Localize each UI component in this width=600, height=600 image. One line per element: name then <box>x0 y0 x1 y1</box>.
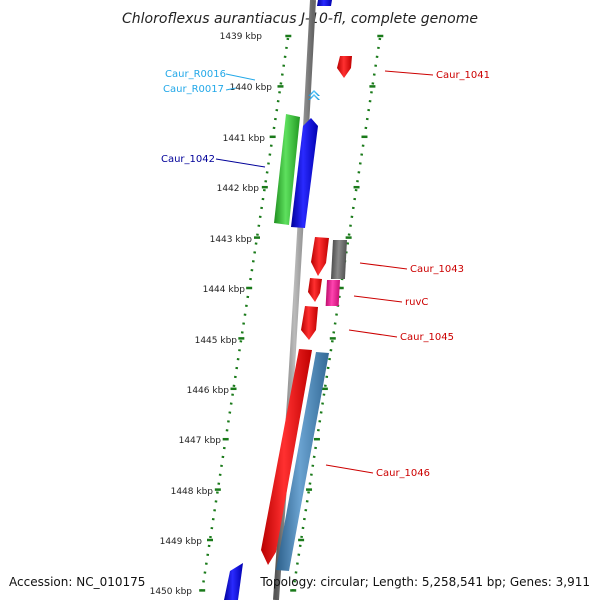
gene-caur-1045[interactable] <box>301 306 318 340</box>
gene-caur-1041[interactable] <box>337 56 352 78</box>
gene-ruvc[interactable] <box>325 280 340 306</box>
gene-blue-forward[interactable] <box>291 118 318 228</box>
tick-marks <box>199 34 384 592</box>
label-caur-1041: Caur_1041 <box>436 70 490 81</box>
gene-caur-1043-red[interactable] <box>311 237 329 276</box>
leader-line <box>384 70 434 76</box>
gene-top-partial[interactable] <box>317 0 332 6</box>
tick-label: 1439 kbp <box>220 32 263 42</box>
tick-label: 1440 kbp <box>230 83 273 93</box>
label-caur-1046: Caur_1046 <box>376 468 430 479</box>
tick-label: 1450 kbp <box>150 587 193 597</box>
gene-bottom-partial[interactable] <box>224 563 243 600</box>
gene-caur-r0017[interactable] <box>308 94 320 100</box>
tick-label: 1444 kbp <box>203 285 246 295</box>
leader-line <box>359 262 408 270</box>
leader-line <box>348 329 398 338</box>
label-caur-1042: Caur_1042 <box>161 154 215 165</box>
tick-label: 1445 kbp <box>195 336 238 346</box>
leader-line <box>225 73 256 81</box>
tick-label: 1449 kbp <box>160 537 203 547</box>
gene-red-small[interactable] <box>308 278 322 302</box>
tick-label: 1441 kbp <box>223 134 266 144</box>
gene-caur-r0016[interactable] <box>308 90 320 96</box>
tick-label: 1442 kbp <box>217 184 260 194</box>
tick-label: 1446 kbp <box>187 386 230 396</box>
gene-caur-1042[interactable] <box>274 114 300 225</box>
map-title: Chloroflexus aurantiacus J-10-fl, comple… <box>122 11 478 27</box>
leader-line <box>353 295 403 303</box>
gene-caur-1046[interactable] <box>276 352 329 571</box>
tick-label: 1448 kbp <box>171 487 214 497</box>
tick-label: 1447 kbp <box>179 436 222 446</box>
gene-red-long[interactable] <box>261 349 312 565</box>
label-caur-1043: Caur_1043 <box>410 264 464 275</box>
leader-line <box>215 158 266 168</box>
label-caur-r0017: Caur_R0017 <box>163 84 224 95</box>
leader-line <box>325 464 374 474</box>
label-caur-1045: Caur_1045 <box>400 332 454 343</box>
genome-summary-text: Topology: circular; Length: 5,258,541 bp… <box>259 575 590 589</box>
gene-caur-1043[interactable] <box>330 240 347 279</box>
leader-line <box>225 87 237 91</box>
label-caur-r0016: Caur_R0016 <box>165 69 226 80</box>
label-ruvc: ruvC <box>405 297 428 308</box>
accession-text: Accession: NC_010175 <box>9 575 145 589</box>
tick-label: 1443 kbp <box>210 235 253 245</box>
